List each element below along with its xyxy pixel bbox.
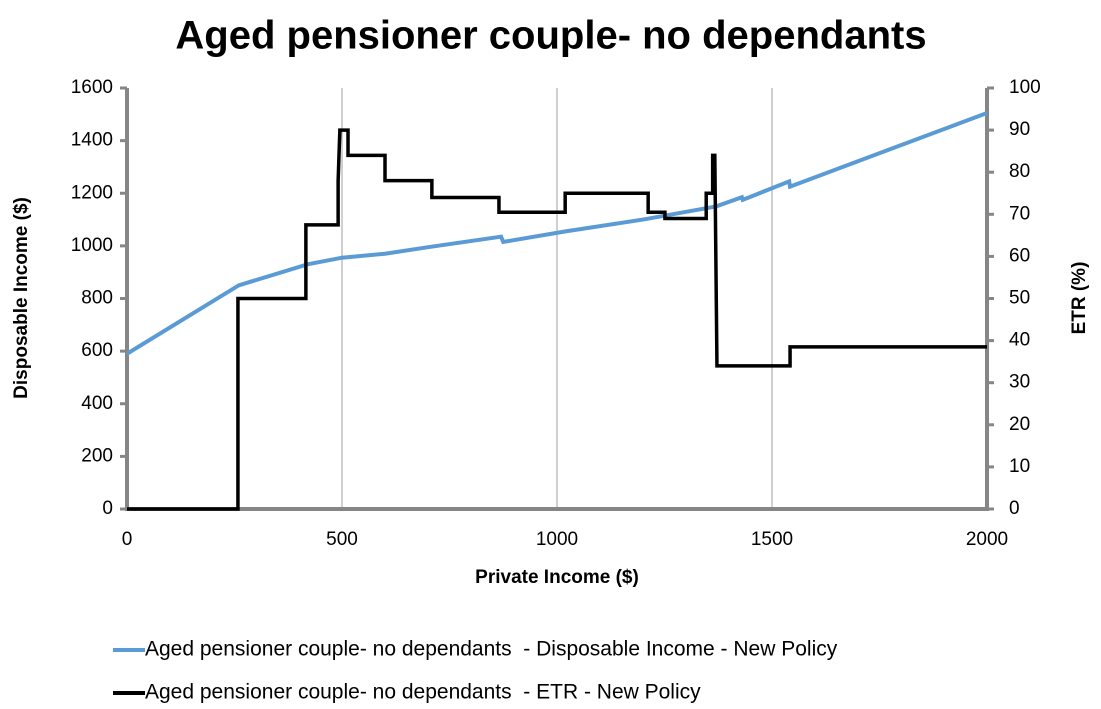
y-tick-label: 1400: [71, 130, 113, 151]
y2-tick-label: 0: [1009, 498, 1020, 519]
y-tick-label: 1000: [71, 235, 113, 256]
y-axis-label: Disposable Income ($): [11, 197, 32, 399]
y-tick-label: 200: [81, 445, 113, 466]
y-tick-label: 800: [81, 288, 113, 309]
x-tick-label: 0: [122, 529, 133, 550]
x-tick-label: 2000: [966, 529, 1008, 550]
y2-tick-label: 40: [1009, 330, 1030, 351]
y-tick-label: 600: [81, 340, 113, 361]
y2-tick-label: 60: [1009, 245, 1030, 266]
y2-tick-label: 70: [1009, 203, 1030, 224]
x-tick-label: 1500: [751, 529, 793, 550]
y-tick-label: 400: [81, 393, 113, 414]
y2-tick-label: 20: [1009, 414, 1030, 435]
x-axis-label: Private Income ($): [475, 567, 639, 588]
legend-label: Aged pensioner couple- no dependants - E…: [145, 681, 701, 704]
y2-tick-label: 100: [1009, 77, 1041, 98]
y-tick-label: 1200: [71, 182, 113, 203]
x-tick-label: 500: [326, 529, 358, 550]
y2-tick-label: 50: [1009, 288, 1030, 309]
y2-axis-label: ETR (%): [1069, 262, 1090, 335]
legend-label: Aged pensioner couple- no dependants - D…: [145, 638, 838, 661]
series-line: [127, 128, 987, 511]
series-line: [125, 111, 988, 356]
y2-tick-label: 80: [1009, 161, 1030, 182]
y-tick-label: 1600: [71, 77, 113, 98]
y2-tick-label: 30: [1009, 372, 1030, 393]
y2-tick-label: 90: [1009, 119, 1030, 140]
y-tick-label: 0: [102, 498, 113, 519]
x-tick-label: 1000: [536, 529, 578, 550]
chart-title: Aged pensioner couple- no dependants: [175, 14, 926, 58]
y2-tick-label: 10: [1009, 456, 1030, 477]
